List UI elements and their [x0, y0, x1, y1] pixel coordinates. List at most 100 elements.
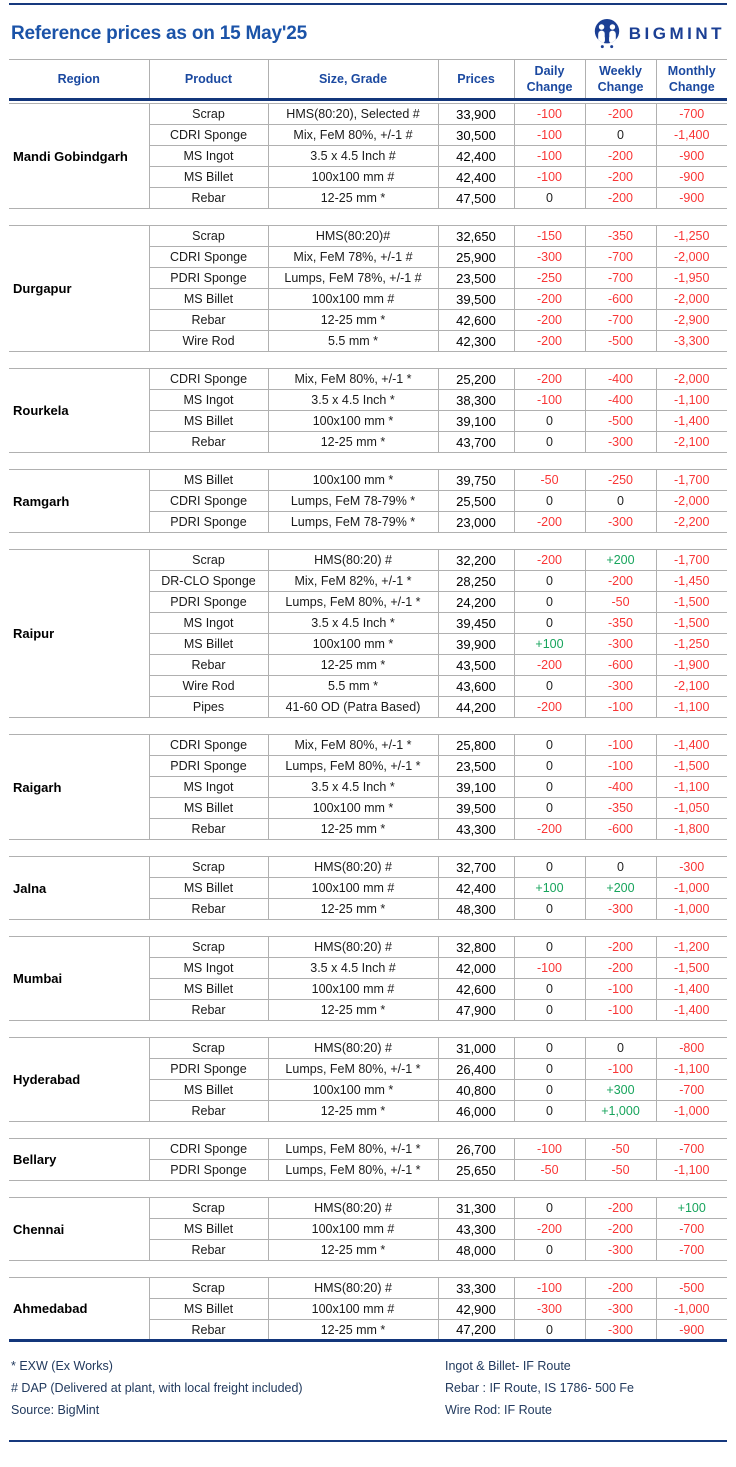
weekly-value: -700	[584, 309, 657, 331]
region-section-rourkela: Rourkela CDRI Sponge Mix, FeM 80%, +/-1 * 2…	[9, 368, 727, 453]
price-row: Rebar 12-25 mm * 42,600 -200 -700 -2,900	[9, 309, 727, 331]
size-value: 12-25 mm *	[267, 898, 439, 920]
product-value: PDRI Sponge	[148, 755, 269, 777]
weekly-value: -50	[584, 1159, 657, 1181]
weekly-value: +200	[584, 549, 657, 571]
size-value: 12-25 mm *	[267, 999, 439, 1021]
region-section-jalna: Jalna Scrap HMS(80:20) #32,700 0 0 -300 MS Bil…	[9, 856, 727, 920]
weekly-value: 0	[584, 124, 657, 146]
product-value: MS Billet	[148, 410, 269, 432]
product-value: Rebar	[148, 1319, 269, 1341]
weekly-value: -300	[584, 431, 657, 453]
monthly-value: -700	[655, 1239, 727, 1261]
size-value: Mix, FeM 80%, +/-1 *	[267, 368, 439, 390]
daily-value: -100	[513, 124, 586, 146]
region-name: Ahmedabad	[9, 1277, 150, 1341]
daily-value: 0	[513, 410, 586, 432]
price-row: Rebar 12-25 mm * 43,300 -200 -600 -1,800	[9, 818, 727, 840]
price-row: Hyderabad Scrap HMS(80:20) #31,000 0 0 -800	[9, 1037, 727, 1122]
column-header-weekly: Weekly Change	[584, 59, 657, 100]
size-value: 100x100 mm #	[267, 288, 439, 310]
region-name: Raipur	[9, 549, 150, 718]
product-value: Scrap	[148, 1197, 269, 1219]
product-value: Rebar	[148, 431, 269, 453]
product-value: Scrap	[148, 856, 269, 878]
region-name: Ramgarh	[9, 469, 150, 533]
weekly-value: -600	[584, 818, 657, 840]
product-value: Rebar	[148, 1239, 269, 1261]
product-value: MS Ingot	[148, 612, 269, 634]
size-value: 12-25 mm *	[267, 1239, 439, 1261]
price-value: 43,600	[437, 675, 515, 697]
monthly-value: -1,000	[655, 1298, 727, 1320]
weekly-value: -100	[584, 1058, 657, 1080]
monthly-value: -1,500	[655, 591, 727, 613]
weekly-value: -200	[584, 187, 657, 209]
price-row: CDRI Sponge Mix, FeM 78%, +/-1 #25,900 -30…	[9, 246, 727, 268]
weekly-value: 0	[584, 1037, 657, 1059]
monthly-value: -500	[655, 1277, 727, 1299]
footnotes-left: * EXW (Ex Works) # DAP (Delivered at pla…	[11, 1355, 445, 1421]
price-row: Wire Rod 5.5 mm * 43,600 0 -300 -2,100	[9, 675, 727, 697]
price-row: CDRI Sponge Lumps, FeM 78-79% * 25,500 0 0 -2…	[9, 490, 727, 512]
size-value: 100x100 mm *	[267, 1079, 439, 1101]
daily-value: 0	[513, 1058, 586, 1080]
monthly-value: -2,100	[655, 431, 727, 453]
weekly-value: -200	[584, 1277, 657, 1299]
size-value: 100x100 mm #	[267, 166, 439, 188]
product-value: MS Ingot	[148, 389, 269, 411]
daily-value: -200	[513, 511, 586, 533]
price-value: 24,200	[437, 591, 515, 613]
monthly-value: -1,500	[655, 755, 727, 777]
price-value: 48,000	[437, 1239, 515, 1261]
price-value: 43,300	[437, 818, 515, 840]
weekly-value: -300	[584, 898, 657, 920]
product-value: MS Billet	[148, 633, 269, 655]
monthly-value: -2,000	[655, 490, 727, 512]
price-row: Rebar 12-25 mm * 47,500 0 -200 -900	[9, 187, 727, 209]
monthly-value: -1,400	[655, 999, 727, 1021]
price-row: Rebar 12-25 mm * 48,300 0 -300 -1,000	[9, 898, 727, 920]
size-value: 41-60 OD (Patra Based)	[267, 696, 439, 718]
price-row: Ramgarh MS Billet 100x100 mm * 39,750 -50 -25…	[9, 469, 727, 533]
price-value: 42,600	[437, 978, 515, 1000]
product-value: PDRI Sponge	[148, 511, 269, 533]
price-value: 33,900	[437, 103, 515, 125]
monthly-value: -1,400	[655, 410, 727, 432]
weekly-value: -200	[584, 103, 657, 125]
weekly-value: +200	[584, 877, 657, 899]
weekly-value: -400	[584, 389, 657, 411]
product-value: CDRI Sponge	[148, 490, 269, 512]
column-header-product: Product	[148, 59, 269, 100]
price-row: MS Ingot 3.5 x 4.5 Inch #42,400 -100 -200 -9…	[9, 145, 727, 167]
price-value: 42,300	[437, 330, 515, 352]
product-value: MS Billet	[148, 797, 269, 819]
region-section-mandi-gobindgarh: Mandi Gobindgarh Scrap HMS(80:20), Selecte…	[9, 103, 727, 209]
size-value: 5.5 mm *	[267, 330, 439, 352]
monthly-value: -1,450	[655, 570, 727, 592]
region-section-hyderabad: Hyderabad Scrap HMS(80:20) #31,000 0 0 -800 PD…	[9, 1037, 727, 1122]
daily-value: -150	[513, 225, 586, 247]
size-value: HMS(80:20) #	[267, 1037, 439, 1059]
price-value: 42,600	[437, 309, 515, 331]
price-row: Mandi Gobindgarh Scrap HMS(80:20), Selecte…	[9, 103, 727, 209]
monthly-value: -900	[655, 187, 727, 209]
price-row: Chennai Scrap HMS(80:20) #31,300 0 -200 +100	[9, 1197, 727, 1261]
product-value: Rebar	[148, 1100, 269, 1122]
daily-value: -100	[513, 103, 586, 125]
region-section-bellary: Bellary CDRI Sponge Lumps, FeM 80%, +/-1 *…	[9, 1138, 727, 1181]
price-value: 26,700	[437, 1138, 515, 1160]
daily-value: +100	[513, 633, 586, 655]
daily-value: -100	[513, 389, 586, 411]
region-name: Jalna	[9, 856, 150, 920]
size-value: 3.5 x 4.5 Inch *	[267, 612, 439, 634]
price-value: 25,900	[437, 246, 515, 268]
monthly-value: +100	[655, 1197, 727, 1219]
price-row: Durgapur Scrap HMS(80:20)# 32,650 -150 -350 -1…	[9, 225, 727, 352]
size-value: 3.5 x 4.5 Inch #	[267, 145, 439, 167]
size-value: 100x100 mm #	[267, 1218, 439, 1240]
product-value: Rebar	[148, 818, 269, 840]
monthly-value: -1,400	[655, 124, 727, 146]
price-row: Raigarh CDRI Sponge Mix, FeM 80%, +/-1 * 25…	[9, 734, 727, 840]
daily-value: -50	[513, 1159, 586, 1181]
